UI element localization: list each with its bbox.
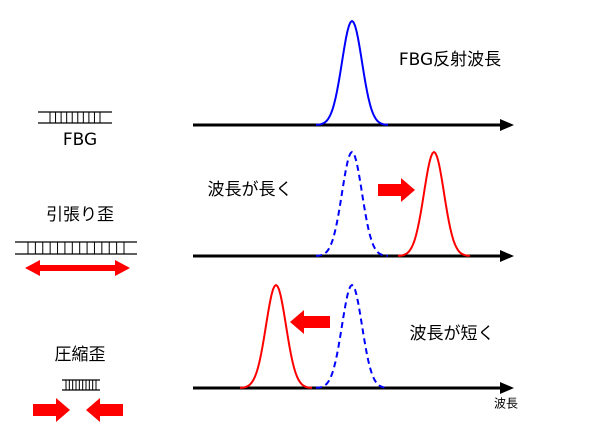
shift-arrow — [378, 178, 415, 202]
compression-arrow — [86, 398, 123, 422]
peak — [315, 283, 389, 389]
axis-arrow — [500, 119, 514, 131]
longer-label: 波長が長く — [208, 180, 293, 200]
shift-arrow — [290, 310, 330, 334]
peak — [397, 150, 471, 257]
tension-label: 引張り歪 — [46, 205, 114, 225]
shorter-label: 波長が短く — [410, 324, 495, 344]
fbg-label: FBG — [63, 130, 97, 150]
axis-arrow — [500, 382, 514, 394]
axis-label: 波長 — [494, 397, 518, 411]
axis-arrow — [500, 250, 514, 262]
peak-label: FBG反射波長 — [399, 50, 501, 70]
peak — [239, 283, 313, 389]
compression-arrow — [33, 398, 70, 422]
peak — [315, 150, 389, 257]
tension-arrow — [25, 260, 130, 276]
peak — [315, 19, 389, 126]
compression-label: 圧縮歪 — [55, 345, 106, 365]
